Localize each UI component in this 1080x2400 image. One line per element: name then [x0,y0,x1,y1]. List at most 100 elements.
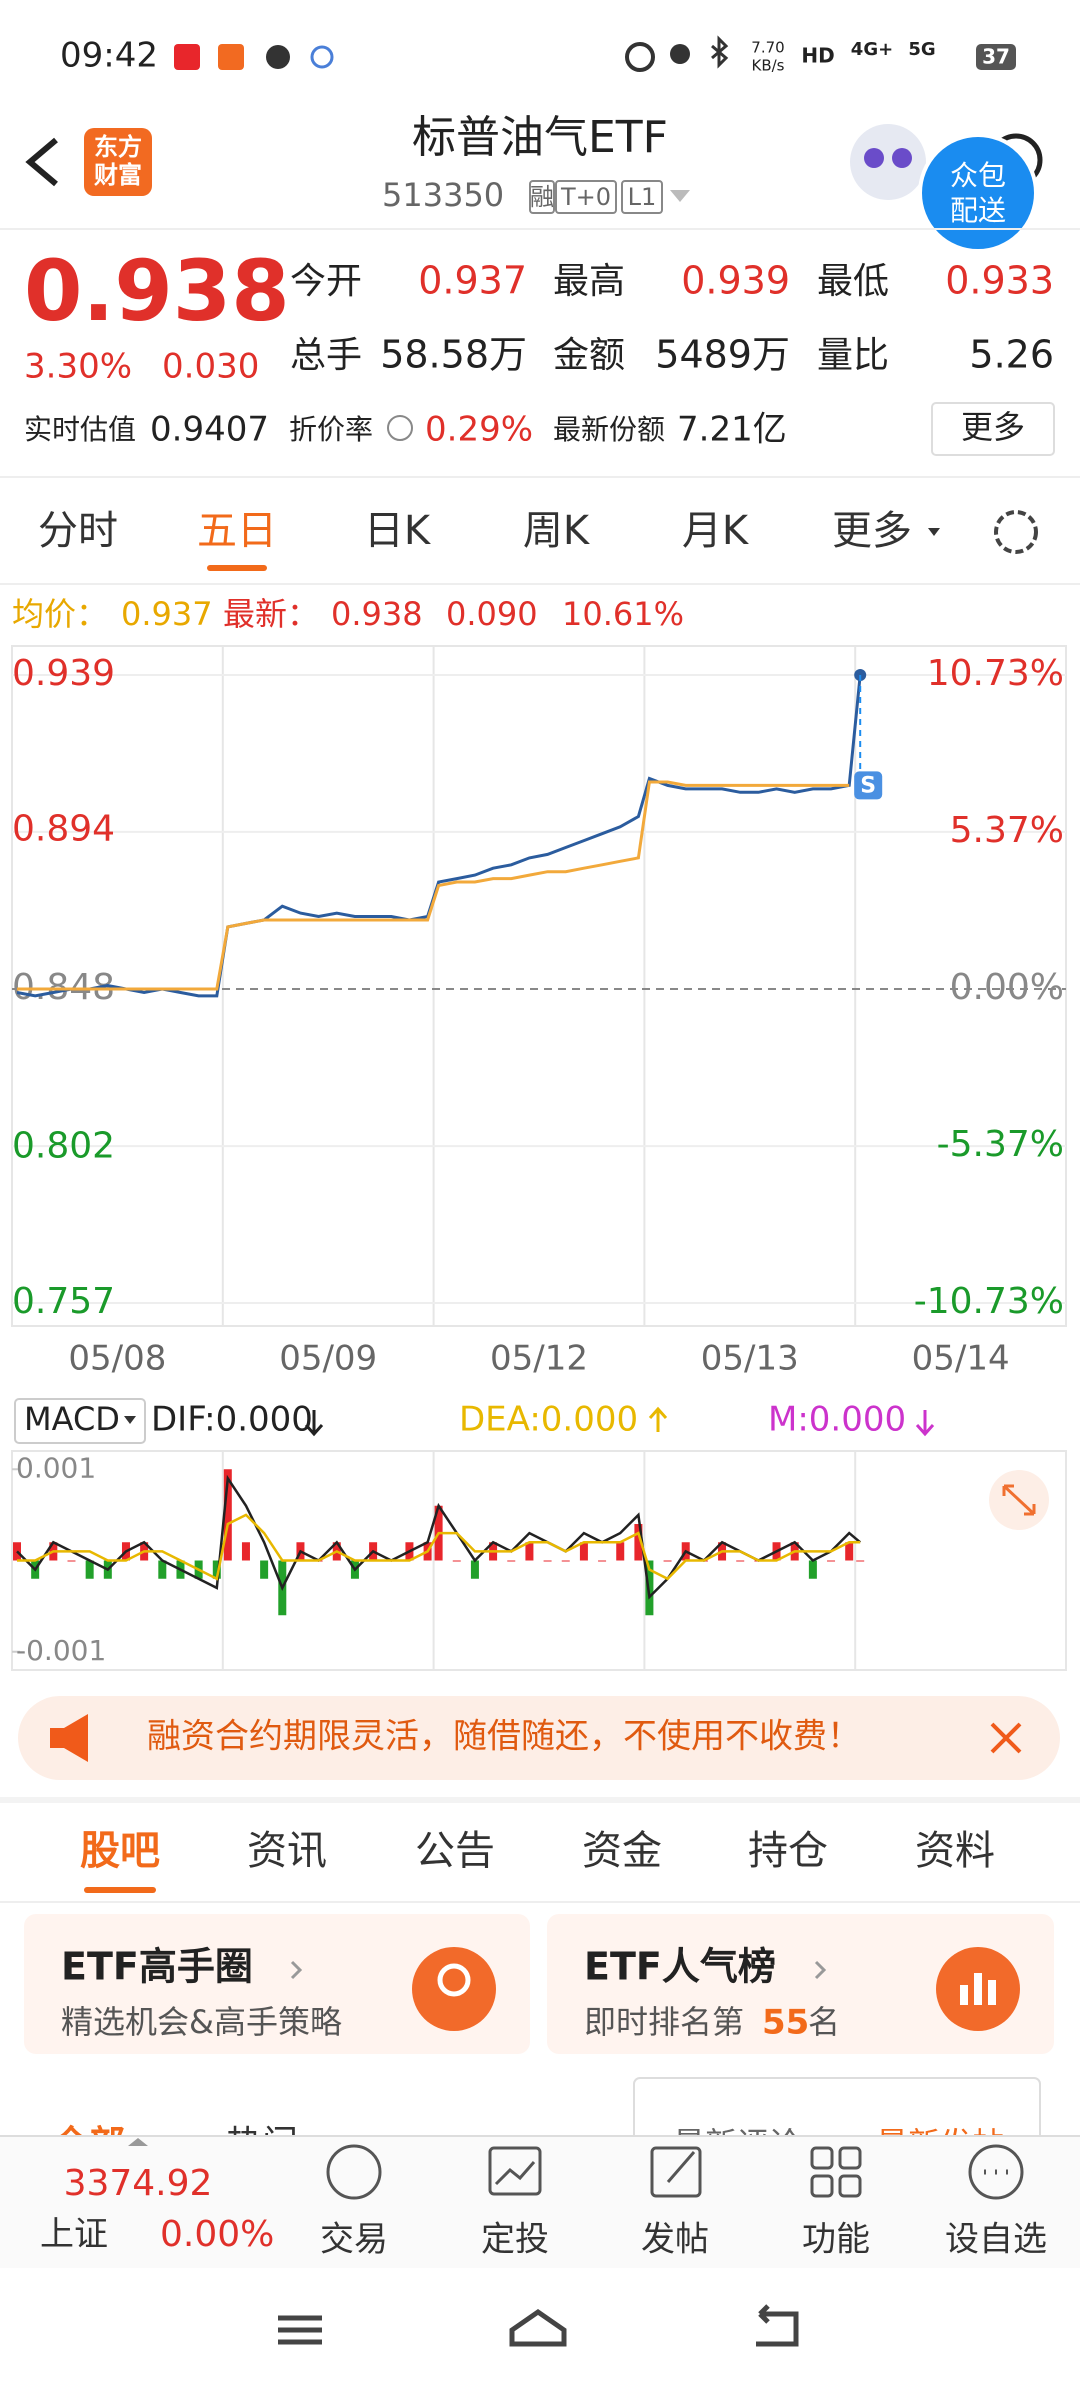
card[interactable] [24,1914,530,2054]
card-icon-bar [988,1980,996,2005]
chart-tab[interactable]: 分时 [38,508,118,554]
x-tick-label: 05/12 [490,1339,588,1379]
robot-avatar[interactable] [850,124,926,200]
macd-frame [11,1450,1067,1671]
banner[interactable] [18,1696,1060,1780]
macd-bar [598,1560,607,1562]
section-tab[interactable]: 公告 [415,1828,495,1874]
macd-bar [561,1560,570,1562]
robot-eye [864,148,884,168]
tag: 融 [530,183,554,211]
section-tab[interactable]: 股吧 [80,1828,160,1874]
section-tab[interactable]: 资讯 [247,1828,327,1874]
func-icon [838,2146,862,2170]
y2-tick-label: 0.00% [950,967,1064,1008]
system-nav [0,2268,1080,2400]
card-subtitle: 精选机会&高手策略 [61,2003,342,2041]
menu-key[interactable] [278,2315,322,2345]
macd-bar [663,1560,672,1562]
indicator-select[interactable] [14,1398,146,1444]
discount-label: 折价率 [289,413,373,446]
nav-item[interactable]: 功能 [802,2220,870,2260]
card[interactable] [547,1914,1054,2054]
net-speed: 7.70 [751,39,784,57]
card-title[interactable]: ETF高手圈 [61,1945,253,1989]
trade-icon [326,2144,382,2200]
location-icon [670,44,690,64]
macd-bar [543,1560,552,1562]
chart-tab[interactable]: 五日 [197,508,277,554]
macd-line [17,1513,861,1581]
promo-text[interactable]: 众包 [950,159,1006,192]
stat-value: 0.933 [945,259,1054,303]
signal-label: 5G [908,39,935,60]
macd-bar [827,1560,836,1562]
macd-bar [616,1542,625,1561]
macd-bar [579,1542,588,1561]
watch-icon [968,2144,1024,2200]
index-value[interactable]: 3374.92 [64,2163,213,2204]
app-icon [218,44,244,70]
stat-value: 5489万 [655,333,790,377]
chart-tab[interactable]: 周K [523,508,591,554]
chart-tab[interactable]: 日K [364,508,432,554]
logo-text: 东方 [94,133,142,161]
card-title[interactable]: ETF人气榜 [584,1945,776,1989]
chart-tab[interactable]: 月K [682,508,750,554]
macd-bar [525,1542,534,1561]
macd-bar [470,1560,479,1579]
nav-item[interactable]: 交易 [320,2220,388,2260]
y-tick-label: -0.001 [16,1634,106,1667]
back-icon[interactable] [25,137,58,187]
macd-bar [507,1560,516,1562]
section-tab[interactable]: 持仓 [748,1828,828,1874]
nav-item[interactable]: 定投 [481,2220,549,2260]
more-button[interactable] [931,402,1055,456]
y-tick-label: 0.001 [16,1451,96,1484]
home-key[interactable] [509,2308,567,2347]
settings-icon[interactable] [994,510,1038,554]
price: 0.938 [24,242,290,340]
macd-line [16,1474,862,1600]
y-tick-label: 0.802 [12,1126,115,1167]
stat-value: 0.939 [681,259,790,303]
x-tick-label: 05/14 [912,1339,1010,1379]
dea-label: DEA:0.000 [459,1400,638,1440]
more-button-label[interactable]: 更多 [961,408,1025,446]
macd-bar [223,1469,232,1561]
back-key[interactable] [756,2304,799,2347]
close-icon[interactable] [990,1722,1022,1754]
estimate-label: 实时估值 [24,413,136,446]
m-arrow [915,1410,935,1437]
section-tab[interactable]: 资金 [582,1828,662,1874]
estimate-value: 0.9407 [150,410,269,450]
macd-bar [212,1560,221,1579]
tag-box [555,180,617,214]
tag-box [621,180,663,214]
nav-item[interactable]: 设自选 [945,2220,1047,2260]
promo-text[interactable]: 配送 [950,194,1006,227]
section-tab[interactable]: 资料 [915,1828,995,1874]
invest-icon-line [494,2161,536,2186]
func-icon [810,2174,834,2198]
card-subtitle: 名 [808,2003,840,2041]
chart-frame [11,645,1067,1327]
chart-tab[interactable]: 更多 [832,508,912,554]
app-icon [266,45,290,69]
promo-bubble[interactable] [918,133,1038,253]
index-change[interactable]: 0.00% [160,2214,274,2255]
index-name[interactable]: 上证 [40,2215,108,2255]
fund-code: 513350 [382,176,504,214]
y2-tick-label: 10.73% [927,653,1064,694]
indicator-name[interactable]: MACD [24,1400,120,1438]
banner-text[interactable]: 融资合约期限灵活，随借随还，不使用不收费！ [147,1717,861,1757]
post-icon [650,2146,702,2198]
x-tick-label: 05/08 [68,1339,166,1379]
x-tick-label: 05/13 [701,1339,799,1379]
nav-item[interactable]: 发帖 [641,2220,709,2260]
macd-bar [736,1560,745,1562]
avg-label: 均价： [12,595,108,633]
macd-bar [808,1560,817,1579]
shares-value: 7.21亿 [677,410,787,450]
